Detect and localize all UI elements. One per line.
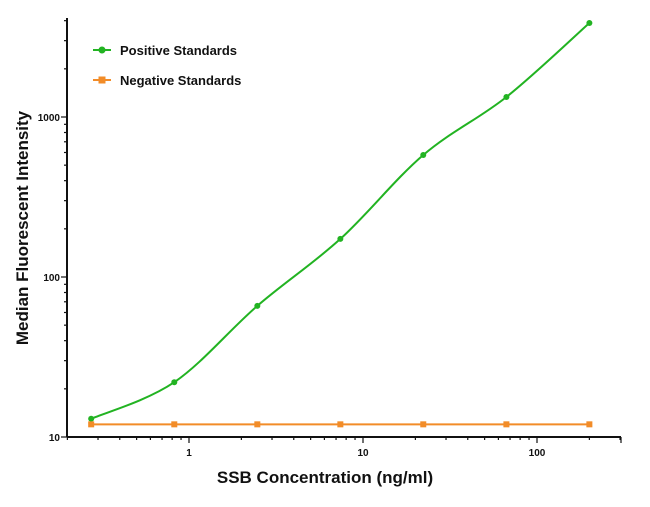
y-tick-label: 1000 xyxy=(38,113,61,124)
x-tick-label: 10 xyxy=(357,448,369,459)
legend-item-negative: Negative Standards xyxy=(93,73,241,88)
legend-item-positive: Positive Standards xyxy=(93,43,237,58)
data-point-negative xyxy=(503,421,510,428)
x-tick-label: 100 xyxy=(529,448,546,459)
legend-marker-positive xyxy=(98,46,106,54)
legend-marker-negative xyxy=(98,76,106,84)
data-point-negative xyxy=(337,421,344,428)
data-point-negative xyxy=(88,421,95,428)
axes: 1 10 100 10 100 1000 xyxy=(38,18,622,459)
data-point-positive xyxy=(254,302,261,309)
data-point-negative xyxy=(171,421,178,428)
y-tick-label: 10 xyxy=(49,433,61,444)
y-axis-label: Median Fluorescent Intensity xyxy=(13,110,32,345)
legend: Positive Standards Negative Standards xyxy=(93,43,241,88)
data-point-positive xyxy=(171,379,178,386)
legend-label-positive: Positive Standards xyxy=(120,43,237,58)
y-tick-label: 100 xyxy=(43,273,60,284)
x-axis-label: SSB Concentration (ng/ml) xyxy=(217,468,433,487)
data-point-negative xyxy=(586,421,593,428)
legend-label-negative: Negative Standards xyxy=(120,73,241,88)
data-point-positive xyxy=(337,235,344,242)
x-tick-label: 1 xyxy=(186,448,192,459)
data-point-positive xyxy=(88,415,95,422)
data-point-positive xyxy=(503,93,510,100)
data-point-negative xyxy=(254,421,261,428)
data-point-positive xyxy=(420,151,427,158)
series-layer xyxy=(88,19,593,428)
data-point-positive xyxy=(586,19,593,26)
data-point-negative xyxy=(420,421,427,428)
